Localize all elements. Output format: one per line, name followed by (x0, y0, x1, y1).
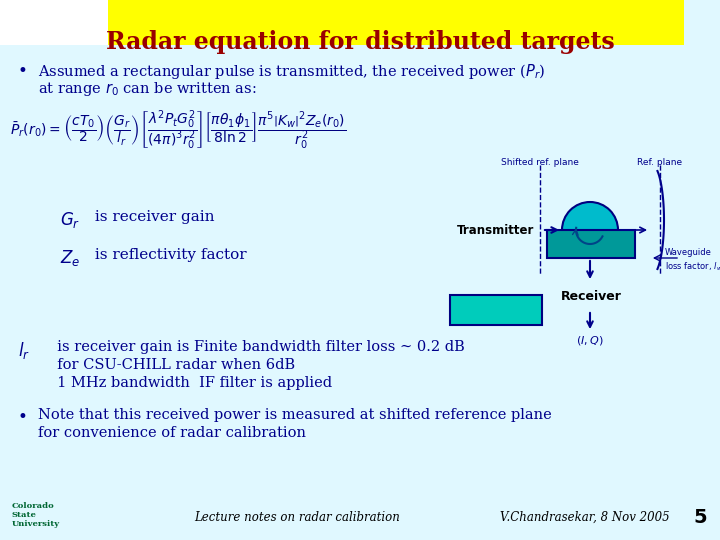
FancyBboxPatch shape (547, 230, 635, 258)
Text: Assumed a rectangular pulse is transmitted, the received power ($P_r$): Assumed a rectangular pulse is transmitt… (38, 62, 545, 81)
Text: Note that this received power is measured at shifted reference plane: Note that this received power is measure… (38, 408, 552, 422)
Text: at range $r_0$ can be written as:: at range $r_0$ can be written as: (38, 80, 256, 98)
Text: Colorado
State
University: Colorado State University (12, 502, 60, 529)
Text: $Z_e$: $Z_e$ (60, 248, 81, 268)
FancyBboxPatch shape (486, 0, 684, 45)
Text: Lecture notes on radar calibration: Lecture notes on radar calibration (194, 511, 400, 524)
Circle shape (562, 202, 618, 258)
Text: for convenience of radar calibration: for convenience of radar calibration (38, 426, 306, 440)
Text: is receiver gain is Finite bandwidth filter loss ∼ 0.2 dB: is receiver gain is Finite bandwidth fil… (48, 340, 464, 354)
Text: 5: 5 (693, 508, 707, 527)
Text: is receiver gain: is receiver gain (90, 210, 215, 224)
Text: is reflectivity factor: is reflectivity factor (90, 248, 247, 262)
Text: $\bar{P}_r(r_0) = \left(\dfrac{cT_0}{2}\right)\left(\dfrac{G_r}{l_r}\right)\left: $\bar{P}_r(r_0) = \left(\dfrac{cT_0}{2}\… (10, 108, 346, 152)
Text: Shifted ref. plane: Shifted ref. plane (501, 158, 579, 167)
Text: Ref. plane: Ref. plane (637, 158, 683, 167)
Text: $l_r$: $l_r$ (18, 340, 30, 361)
Text: •: • (18, 62, 28, 80)
Text: Transmitter: Transmitter (457, 224, 535, 237)
FancyBboxPatch shape (450, 295, 542, 325)
Text: $G_r$: $G_r$ (60, 210, 80, 230)
Text: Waveguide
loss factor, $l_{wg}$: Waveguide loss factor, $l_{wg}$ (665, 248, 720, 274)
FancyBboxPatch shape (0, 0, 108, 45)
Text: 1 MHz bandwidth  IF filter is applied: 1 MHz bandwidth IF filter is applied (48, 376, 332, 390)
Text: $(I, Q)$: $(I, Q)$ (576, 334, 604, 347)
FancyBboxPatch shape (108, 0, 486, 45)
Text: •: • (18, 408, 28, 426)
Text: for CSU‐CHILL radar when 6dB: for CSU‐CHILL radar when 6dB (48, 358, 295, 372)
Text: Radar equation for distributed targets: Radar equation for distributed targets (106, 30, 614, 54)
Text: Receiver: Receiver (561, 289, 621, 302)
Text: V.Chandrasekar, 8 Nov 2005: V.Chandrasekar, 8 Nov 2005 (500, 511, 670, 524)
